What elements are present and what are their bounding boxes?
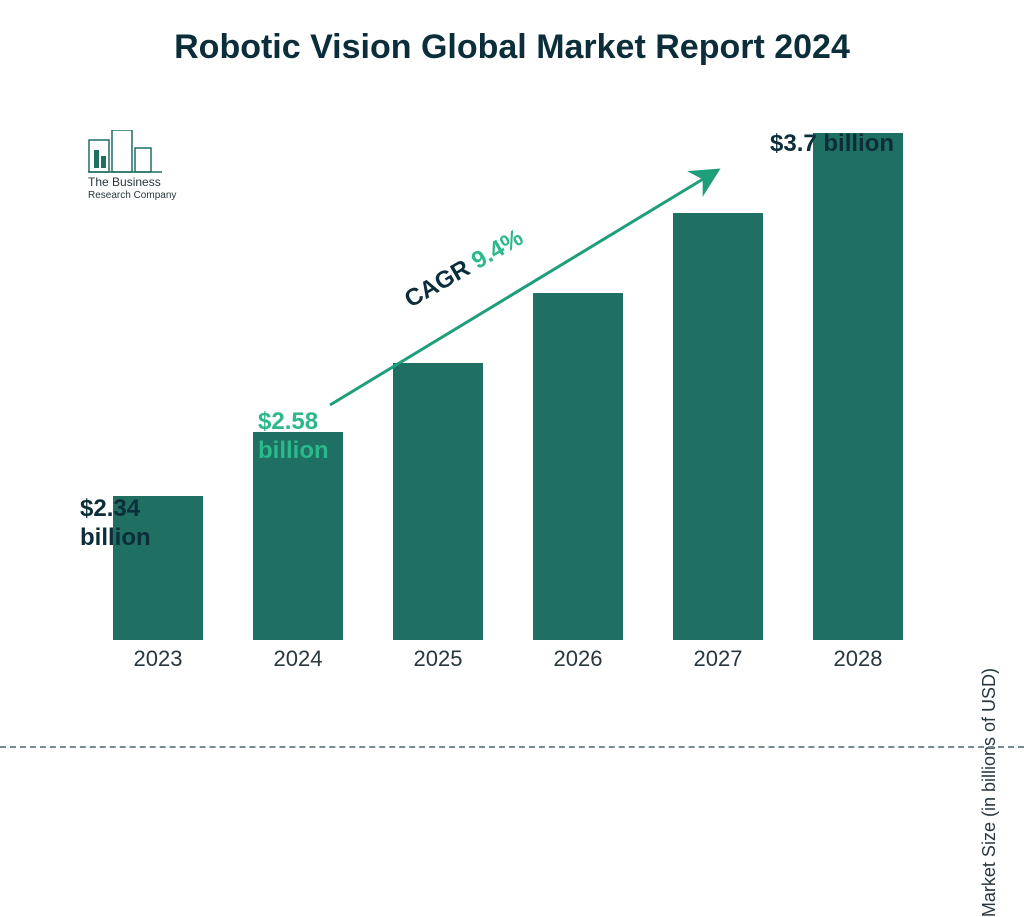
xlabel-2025: 2025 [393,646,483,672]
xlabel-2024: 2024 [253,646,343,672]
bar-2025 [393,363,483,640]
xlabel-2027: 2027 [673,646,763,672]
value-annotation-2028: $3.7 billion [770,130,894,159]
bar-chart: 2023 2024 2025 2026 2027 2028 [88,120,908,680]
ann0-line2: billion [80,524,151,553]
bar-2026 [533,293,623,640]
bar-2028 [813,133,903,640]
chart-title: Robotic Vision Global Market Report 2024 [0,28,1024,67]
xlabel-2026: 2026 [533,646,623,672]
ann0-line1: $2.34 [80,495,151,524]
xlabel-2023: 2023 [113,646,203,672]
xlabel-2028: 2028 [813,646,903,672]
ann1-line1: $2.58 [258,408,329,437]
plot-area [88,120,908,640]
value-annotation-2024: $2.58 billion [258,408,329,466]
footer-dashed-line [0,746,1024,748]
value-annotation-2023: $2.34 billion [80,495,151,553]
bar-2027 [673,213,763,640]
y-axis-label: Market Size (in billions of USD) [979,668,1000,917]
ann1-line2: billion [258,437,329,466]
